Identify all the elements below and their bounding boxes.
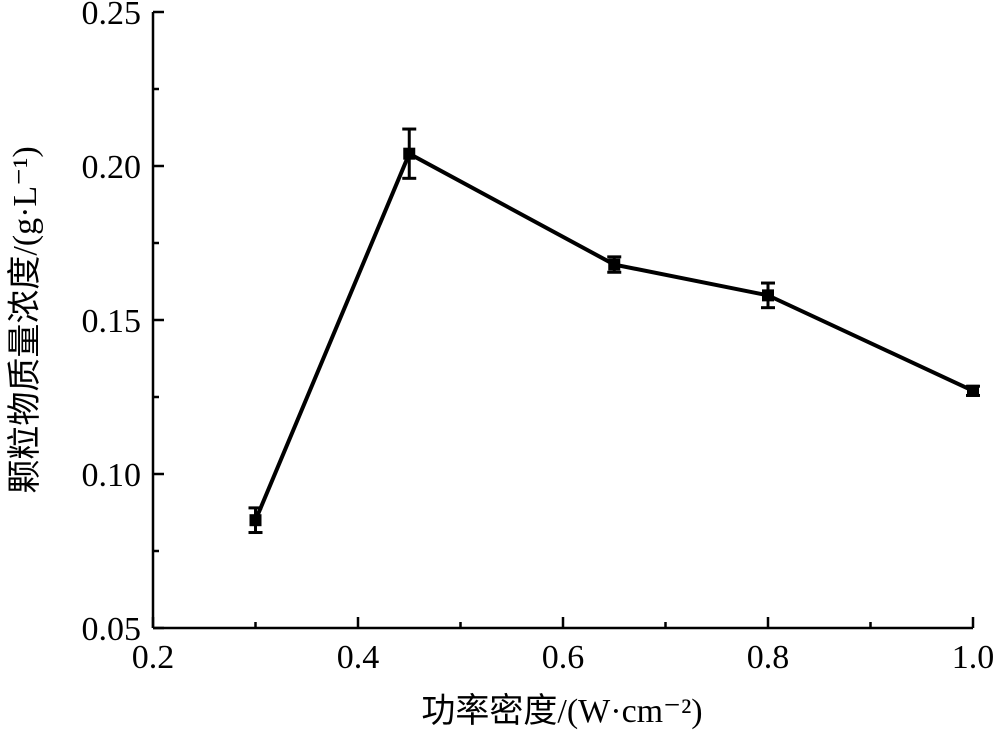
y-tick-label: 0.10 <box>82 457 142 494</box>
x-tick-label: 0.2 <box>132 639 175 676</box>
series-line <box>253 150 974 521</box>
axes <box>151 12 973 630</box>
ticks <box>151 10 975 630</box>
y-tick-label: 0.05 <box>82 611 142 648</box>
x-tick-label: 0.4 <box>337 639 380 676</box>
x-axis-title: 功率密度/(W·cm⁻²) <box>421 692 702 730</box>
data-point <box>967 384 979 397</box>
data-point <box>249 514 262 527</box>
series <box>248 127 980 535</box>
data-point <box>762 289 774 302</box>
x-tick-label: 0.8 <box>747 639 790 676</box>
data-point <box>403 147 416 160</box>
y-tick-label: 0.25 <box>82 0 142 32</box>
x-tick-label: 1.0 <box>952 639 995 676</box>
y-tick-label: 0.15 <box>82 303 142 340</box>
data-point <box>608 258 621 271</box>
tick-labels: 0.2 0.4 0.6 0.8 1.0 0.05 0.10 0.15 0.20 0.25 <box>82 0 995 676</box>
y-tick-label: 0.20 <box>82 149 142 186</box>
x-tick-label: 0.6 <box>542 639 585 676</box>
y-axis-title: 颗粒物质量浓度/(g·L⁻¹) <box>6 146 44 493</box>
